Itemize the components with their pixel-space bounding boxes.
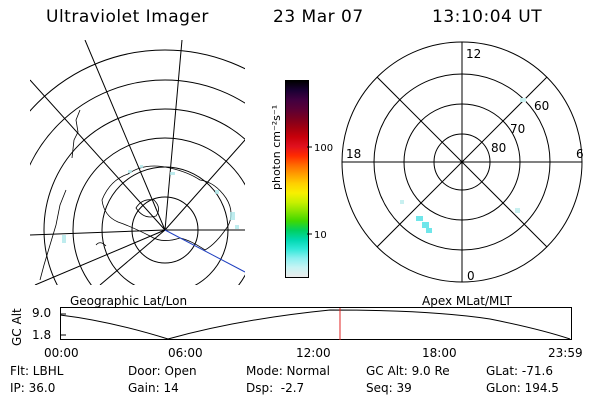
time-tick-2: 12:00 <box>296 346 331 360</box>
ip-info: IP: 36.0 <box>10 381 56 395</box>
glat-info: GLat: -71.6 <box>486 364 553 378</box>
polar-mlt-plot: 12 18 6 0 60 70 80 <box>341 41 584 283</box>
colorbar <box>285 80 309 278</box>
observation-date: 23 Mar 07 <box>273 7 364 27</box>
gc-alt-info: GC Alt: 9.0 Re <box>366 364 450 378</box>
mlt-label-6: 6 <box>576 147 584 161</box>
door-info: Door: Open <box>128 364 197 378</box>
glon-info: GLon: 194.5 <box>486 381 559 395</box>
observation-time: 13:10:04 UT <box>432 7 543 27</box>
mlat-label-70: 70 <box>510 122 525 136</box>
mlt-label-18: 18 <box>346 147 361 161</box>
alt-tick-high: 9.0 <box>32 306 52 320</box>
colorbar-unit-label: photon cm⁻²s⁻¹ <box>270 104 283 190</box>
time-tick-0: 00:00 <box>44 346 79 360</box>
gain-info: Gain: 14 <box>128 381 179 395</box>
mode-info: Mode: Normal <box>246 364 330 378</box>
mlat-label-60: 60 <box>534 99 549 113</box>
dsp-info: Dsp: -2.7 <box>246 381 305 395</box>
colorbar-tick-10: 10 <box>314 230 327 241</box>
seq-info: Seq: 39 <box>366 381 412 395</box>
time-tick-4: 23:59 <box>548 346 583 360</box>
mlt-label-12: 12 <box>466 47 481 61</box>
altitude-track <box>60 307 572 340</box>
polar-panel-caption: Apex MLat/MLT <box>422 294 512 308</box>
instrument-title: Ultraviolet Imager <box>46 7 209 27</box>
colorbar-tick-100: 100 <box>314 143 333 154</box>
time-tick-3: 18:00 <box>422 346 457 360</box>
alt-axis-label: GC Alt <box>10 308 24 346</box>
filter-info: Flt: LBHL <box>10 364 64 378</box>
alt-tick-low: 1.8 <box>32 328 52 342</box>
mlat-label-80: 80 <box>491 141 506 155</box>
geographic-map <box>30 40 245 285</box>
mlt-label-0: 0 <box>467 269 475 283</box>
time-tick-1: 06:00 <box>168 346 203 360</box>
colorbar-ticks: 100 10 <box>307 143 333 241</box>
geo-panel-caption: Geographic Lat/Lon <box>70 294 188 308</box>
